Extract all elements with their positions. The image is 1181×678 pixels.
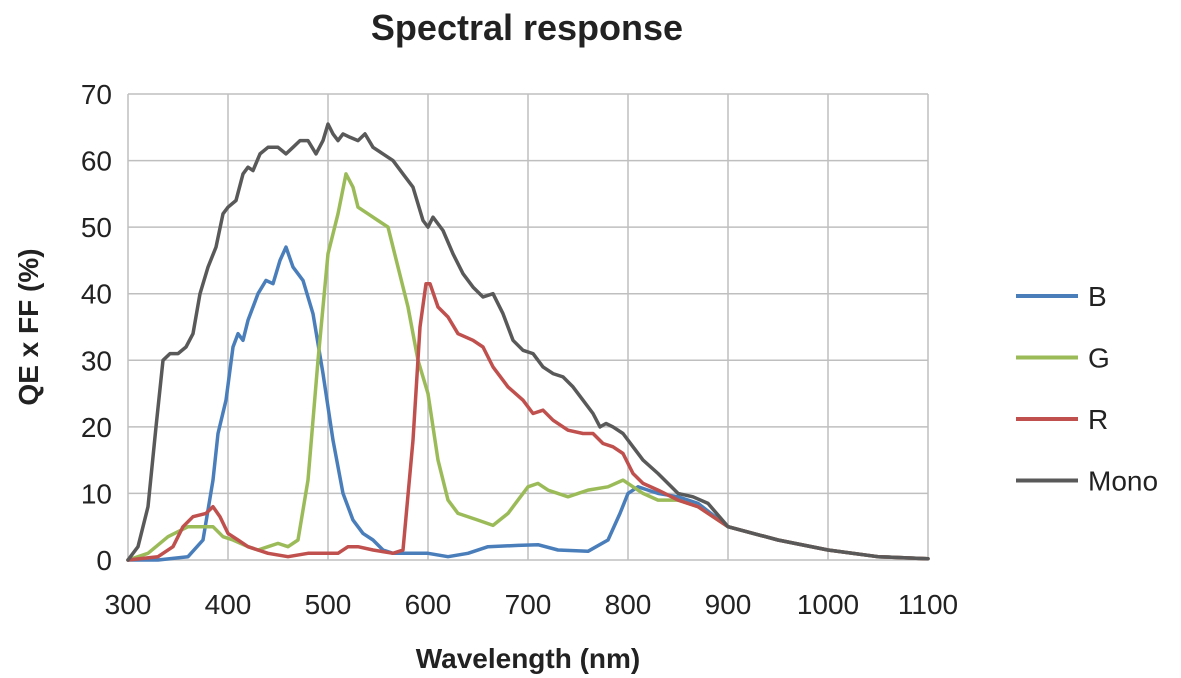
y-tick-label: 50 — [81, 212, 112, 243]
x-tick-label: 800 — [605, 589, 652, 620]
y-tick-label: 0 — [96, 545, 112, 576]
series-line-mono — [126, 122, 930, 562]
x-tick-label: 400 — [205, 589, 252, 620]
y-tick-label: 30 — [81, 345, 112, 376]
x-tick-label: 300 — [105, 589, 152, 620]
series-line-b — [126, 245, 930, 562]
y-tick-label: 70 — [81, 79, 112, 110]
legend-label-g: G — [1088, 343, 1110, 374]
x-tick-label: 1000 — [797, 589, 859, 620]
series-line-r — [126, 281, 930, 562]
legend-label-r: R — [1088, 404, 1108, 435]
x-tick-label: 1100 — [898, 589, 958, 620]
x-axis-ticks: 300 400 500 600 700 800 900 1000 1100 — [105, 589, 958, 620]
legend: BGR Mono — [1016, 281, 1158, 497]
legend-label-mono: Mono — [1088, 466, 1158, 497]
x-tick-label: 500 — [305, 589, 352, 620]
x-tick-label: 600 — [405, 589, 452, 620]
y-tick-label: 20 — [81, 412, 112, 443]
y-tick-label: 10 — [81, 478, 112, 509]
y-tick-label: 60 — [81, 146, 112, 177]
legend-label-b: B — [1088, 281, 1107, 312]
y-axis-title: QE x FF (%) — [13, 248, 44, 405]
x-tick-label: 900 — [705, 589, 752, 620]
y-tick-label: 40 — [81, 279, 112, 310]
x-tick-label: 700 — [505, 589, 552, 620]
x-axis-title: Wavelength (nm) — [416, 643, 641, 674]
y-axis-ticks: 0 10 20 30 40 50 60 70 — [81, 79, 112, 576]
chart-title: Spectral response — [371, 7, 683, 48]
data-series — [126, 122, 930, 562]
